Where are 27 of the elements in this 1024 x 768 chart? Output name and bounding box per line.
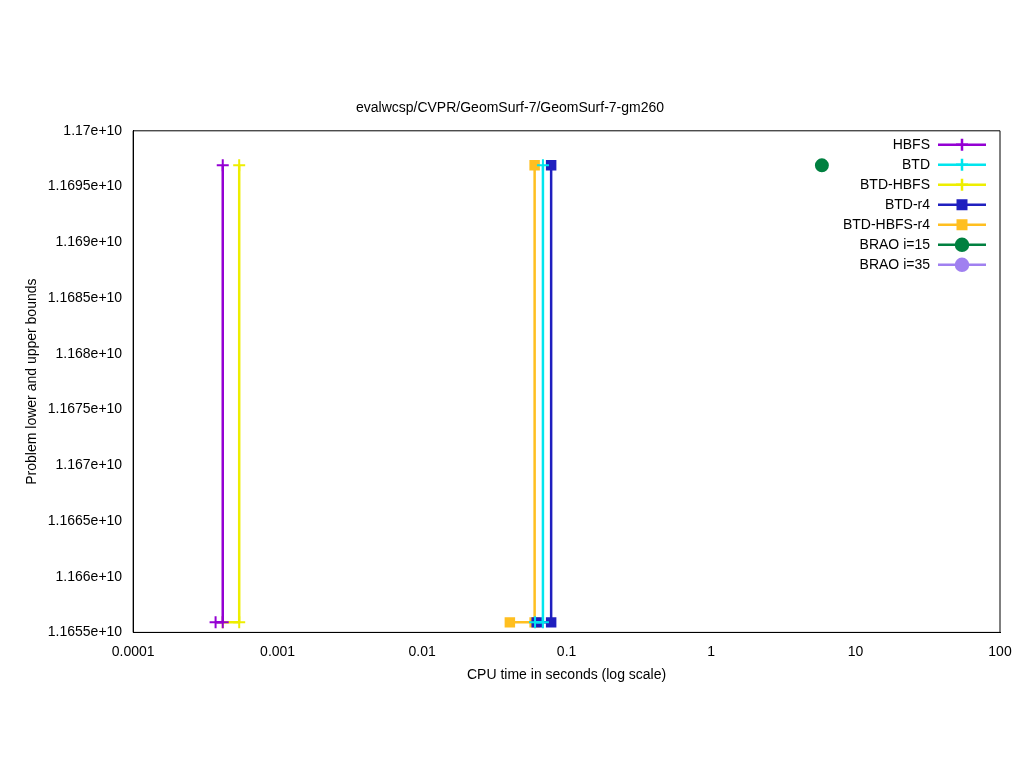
- x-axis-title: CPU time in seconds (log scale): [466, 666, 667, 683]
- legend-label: BTD: [902, 155, 930, 172]
- x-tick-label: 1: [707, 642, 716, 659]
- y-tick-label: 1.17e+10: [63, 121, 123, 138]
- y-tick-label: 1.168e+10: [55, 344, 123, 361]
- x-tick-label: 0.1: [556, 642, 577, 659]
- y-tick-label: 1.166e+10: [55, 567, 123, 584]
- legend-label: BRAO i=35: [859, 255, 931, 272]
- y-tick-label: 1.1655e+10: [47, 623, 123, 640]
- y-tick-label: 1.169e+10: [55, 233, 123, 250]
- y-tick-label: 1.1675e+10: [47, 400, 123, 417]
- y-tick-label: 1.1685e+10: [47, 288, 123, 305]
- legend-label: HBFS: [892, 135, 930, 152]
- legend-label: BTD-r4: [884, 195, 931, 212]
- x-tick-label: 0.01: [408, 642, 436, 659]
- x-tick-label: 0.001: [260, 642, 296, 659]
- y-tick-label: 1.1665e+10: [47, 511, 123, 528]
- x-tick-label: 100: [988, 642, 1012, 659]
- y-axis-title: Problem lower and upper bounds: [23, 278, 40, 485]
- legend-label: BTD-HBFS: [860, 175, 930, 192]
- chart-title: evalwcsp/CVPR/GeomSurf-7/GeomSurf-7-gm260: [355, 99, 665, 116]
- y-tick-label: 1.1695e+10: [47, 177, 123, 194]
- legend-label: BTD-HBFS-r4: [842, 215, 931, 232]
- y-tick-label: 1.167e+10: [55, 456, 123, 473]
- x-tick-label: 10: [847, 642, 864, 659]
- legend-label: BRAO i=15: [859, 235, 931, 252]
- x-tick-label: 0.0001: [111, 642, 155, 659]
